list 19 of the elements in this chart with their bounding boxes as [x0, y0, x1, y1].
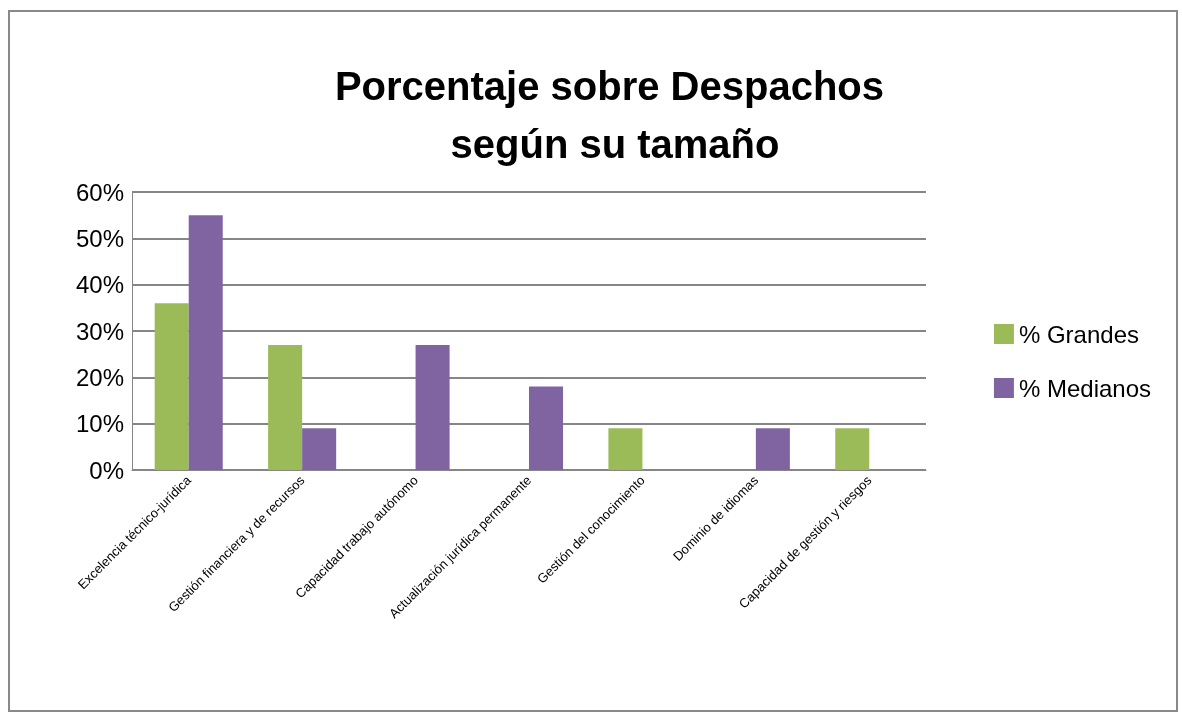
y-tick-label: 10% [75, 410, 124, 438]
legend-label: % Grandes [1018, 320, 1139, 348]
bar [268, 344, 303, 470]
bar [608, 428, 643, 470]
bar [415, 344, 450, 470]
y-tick-label: 60% [75, 178, 124, 206]
bar [302, 428, 337, 470]
y-tick-label: 20% [75, 363, 124, 391]
bar [529, 386, 564, 470]
y-tick-label: 50% [75, 224, 124, 252]
bar [188, 215, 223, 470]
bar [755, 428, 790, 470]
bar [154, 303, 189, 470]
y-tick-label: 30% [75, 317, 124, 345]
y-tick-label: 0% [89, 456, 124, 484]
legend-label: % Medianos [1018, 374, 1152, 402]
chart-title: Porcentaje sobre Despachos según su tamaño [334, 64, 896, 166]
bar [835, 428, 870, 470]
y-tick-label: 40% [75, 271, 124, 299]
